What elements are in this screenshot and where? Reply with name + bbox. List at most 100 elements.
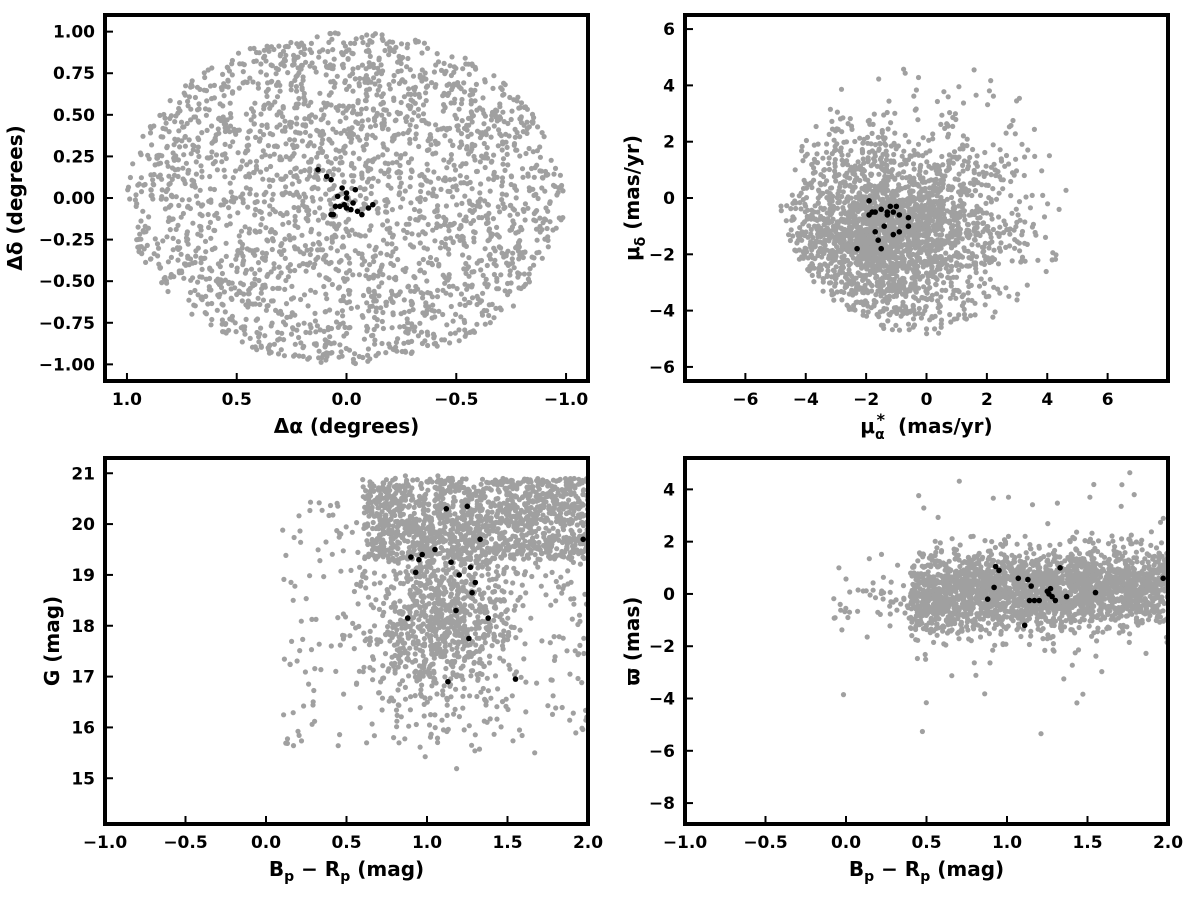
field-star-point	[829, 193, 836, 199]
field-star-point	[919, 273, 926, 279]
field-star-point	[950, 114, 956, 121]
field-star-point	[409, 321, 415, 327]
field-star-point	[847, 182, 853, 188]
field-star-point	[329, 239, 335, 245]
field-star-point	[363, 136, 369, 142]
field-star-point	[1009, 258, 1015, 264]
field-star-point	[817, 180, 823, 186]
field-star-point	[808, 227, 814, 233]
field-star-point	[267, 342, 273, 348]
field-star-point	[840, 205, 846, 211]
field-star-point	[539, 255, 545, 261]
field-star-point	[450, 239, 456, 245]
field-star-point	[207, 219, 213, 225]
field-star-point	[876, 171, 882, 177]
field-star-point	[969, 242, 975, 248]
field-star-point	[533, 209, 539, 215]
field-star-point	[281, 247, 287, 253]
field-star-point	[248, 266, 255, 272]
field-star-point	[346, 103, 352, 109]
field-star-point	[294, 143, 300, 149]
field-star-point	[503, 192, 509, 198]
field-star-point	[268, 163, 274, 170]
field-star-point	[550, 227, 556, 233]
field-star-point	[995, 286, 1001, 292]
field-star-point	[165, 288, 171, 295]
field-star-point	[915, 74, 922, 81]
field-star-point	[829, 274, 835, 280]
field-star-point	[800, 158, 806, 164]
field-star-point	[470, 63, 476, 69]
field-star-point	[986, 293, 992, 299]
field-star-point	[356, 250, 362, 256]
field-star-point	[167, 98, 173, 104]
field-star-point	[392, 118, 398, 124]
field-star-point	[167, 227, 173, 233]
field-star-point	[446, 81, 452, 87]
field-star-point	[1012, 131, 1018, 137]
field-star-point	[314, 34, 320, 40]
field-star-point	[305, 303, 311, 309]
field-star-point	[173, 194, 179, 200]
field-star-point	[424, 246, 430, 252]
field-star-point	[960, 181, 967, 187]
field-star-point	[196, 136, 202, 143]
field-star-point	[301, 191, 307, 197]
field-star-point	[318, 107, 325, 113]
field-star-point	[150, 177, 156, 183]
field-star-point	[202, 238, 209, 244]
field-star-point	[364, 93, 370, 99]
field-star-point	[447, 177, 453, 183]
field-star-point	[525, 173, 531, 179]
field-star-point	[341, 128, 347, 134]
field-star-point	[504, 151, 510, 157]
field-star-point	[930, 315, 936, 321]
field-star-point	[961, 208, 968, 214]
field-star-point	[239, 339, 245, 345]
field-star-point	[533, 226, 540, 232]
field-star-point	[158, 196, 164, 202]
field-star-point	[198, 163, 204, 169]
field-star-point	[219, 270, 225, 277]
field-star-point	[195, 245, 201, 251]
field-star-point	[265, 46, 271, 52]
field-star-point	[166, 173, 172, 179]
field-star-point	[989, 239, 995, 245]
member-star-point	[352, 186, 359, 193]
field-star-point	[442, 274, 448, 280]
field-star-point	[446, 283, 452, 290]
field-star-point	[379, 340, 385, 347]
field-star-point	[352, 40, 358, 47]
field-star-point	[501, 80, 507, 86]
field-star-point	[354, 304, 361, 310]
field-star-point	[207, 186, 213, 192]
field-star-point	[138, 218, 144, 224]
field-star-point	[982, 302, 988, 308]
field-star-point	[208, 287, 214, 293]
field-star-point	[380, 222, 386, 228]
field-star-point	[990, 186, 996, 192]
field-star-point	[936, 214, 942, 220]
field-star-point	[296, 70, 302, 76]
field-star-point	[316, 272, 322, 278]
field-star-point	[914, 244, 920, 250]
field-star-point	[988, 212, 994, 218]
field-star-point	[979, 244, 986, 250]
field-star-point	[481, 121, 487, 127]
field-star-point	[213, 132, 219, 138]
field-star-point	[300, 345, 306, 351]
field-star-point	[346, 134, 352, 140]
field-star-point	[455, 127, 461, 133]
field-star-point	[165, 186, 171, 192]
field-star-point	[257, 136, 263, 142]
field-star-point	[960, 292, 967, 298]
field-star-point	[824, 178, 830, 184]
field-star-point	[834, 141, 840, 147]
field-star-point	[359, 34, 365, 41]
field-star-point	[932, 253, 939, 259]
field-star-point	[547, 200, 553, 206]
field-star-point	[303, 59, 309, 65]
field-star-point	[307, 168, 313, 175]
field-star-point	[309, 112, 315, 118]
field-star-point	[384, 252, 390, 258]
